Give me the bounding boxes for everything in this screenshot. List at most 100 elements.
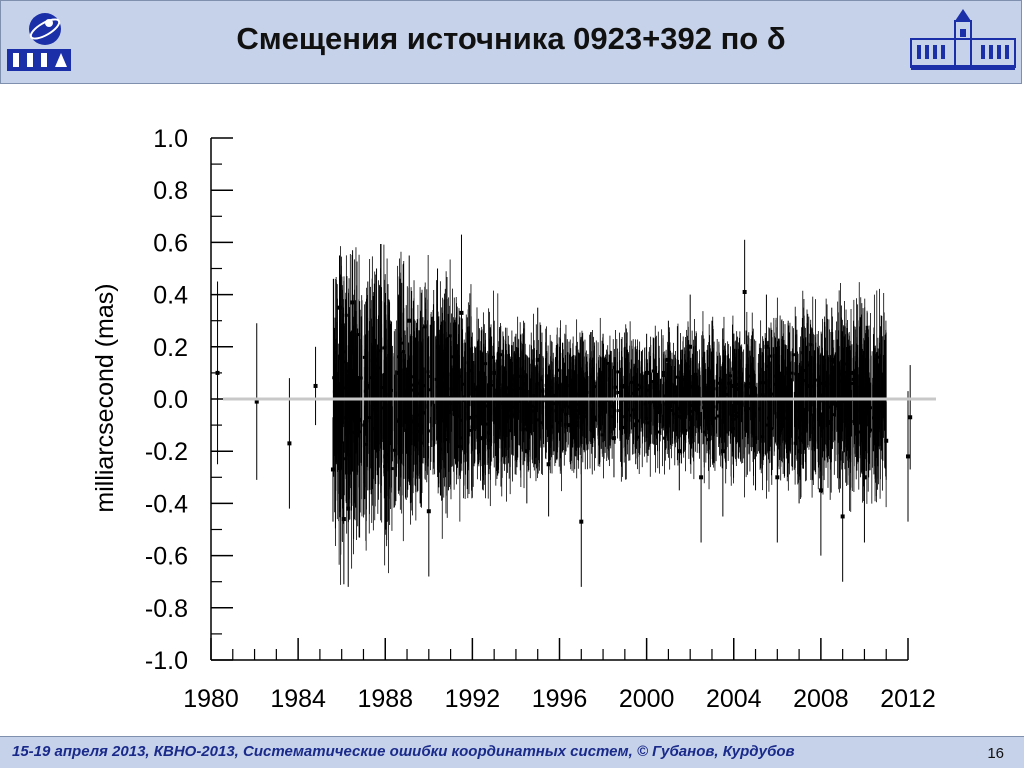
data-point (775, 475, 780, 480)
data-point (714, 416, 718, 420)
data-point (599, 373, 603, 377)
data-point (606, 361, 610, 365)
data-point (348, 348, 352, 352)
data-point (438, 447, 442, 451)
data-point (775, 360, 779, 364)
data-point (254, 399, 259, 404)
data-point (506, 411, 510, 415)
data-point (666, 357, 671, 362)
data-point (388, 403, 392, 407)
data-point (661, 370, 665, 374)
data-point (362, 355, 366, 359)
data-point (348, 428, 352, 432)
data-point (746, 407, 750, 411)
data-point (382, 346, 386, 350)
data-point (468, 369, 472, 373)
data-point (640, 385, 644, 389)
page-title: Смещения источника 0923+392 по δ (236, 21, 786, 56)
data-point (761, 435, 765, 439)
x-tick-label: 1996 (532, 685, 588, 713)
data-point (804, 422, 808, 426)
data-point (876, 422, 880, 426)
data-point (463, 399, 467, 403)
data-point (438, 356, 442, 360)
data-point (337, 305, 342, 310)
data-point (733, 373, 737, 377)
data-point (513, 383, 518, 388)
data-point (551, 394, 555, 398)
data-point (487, 438, 491, 442)
data-point (651, 380, 655, 384)
data-point (396, 370, 401, 375)
data-point (435, 344, 440, 349)
data-point (418, 423, 423, 428)
data-point (407, 318, 412, 323)
y-tick-label: 0.6 (153, 229, 188, 257)
y-tick-label: 0.8 (153, 177, 188, 205)
data-point (671, 412, 675, 416)
data-point (722, 367, 726, 371)
data-point (574, 413, 578, 417)
data-point (644, 370, 649, 375)
data-point (778, 409, 782, 413)
y-tick-label: -0.6 (145, 543, 188, 571)
x-tick-label: 2008 (793, 685, 849, 713)
data-point (880, 405, 884, 409)
data-point (878, 394, 882, 398)
data-point (415, 404, 419, 408)
data-point (578, 410, 582, 414)
data-point (356, 405, 360, 409)
data-point (611, 436, 616, 441)
data-point (478, 410, 482, 414)
data-point (637, 383, 641, 387)
data-point (485, 422, 489, 426)
y-tick-label: 0.0 (153, 386, 188, 414)
data-point (908, 415, 913, 420)
data-point (686, 364, 690, 368)
data-point (645, 417, 649, 421)
data-point (585, 407, 589, 411)
data-point (374, 357, 379, 362)
data-point (577, 384, 581, 388)
data-point (765, 364, 769, 368)
data-point (906, 454, 910, 459)
ipa-logo-icon (5, 9, 73, 78)
data-point (517, 399, 521, 403)
data-point (720, 449, 725, 454)
data-point (828, 405, 832, 409)
data-point (549, 407, 553, 411)
data-point (563, 392, 567, 396)
data-point (337, 394, 341, 398)
data-point (601, 370, 606, 375)
data-point (709, 370, 714, 375)
data-point (532, 409, 536, 413)
data-point (847, 371, 851, 375)
data-point (851, 370, 856, 375)
data-point (445, 370, 449, 374)
data-point (842, 373, 846, 377)
data-point (765, 423, 769, 427)
data-point (421, 384, 425, 388)
data-point (489, 379, 493, 383)
data-point (593, 418, 597, 422)
data-point (853, 374, 857, 378)
data-point (446, 410, 451, 415)
data-point (790, 371, 794, 375)
data-point (511, 413, 515, 417)
data-point (873, 423, 878, 428)
data-point (287, 441, 292, 446)
data-point (330, 467, 335, 472)
data-point (725, 392, 729, 396)
y-axis: 1.0 0.8 0.6 0.4 0.2 0.0 -0.2 -0.4 -0.6 -0.8 -1.0 (145, 125, 233, 675)
data-point (818, 488, 823, 493)
data-point (670, 408, 674, 412)
data-point (631, 391, 635, 395)
data-point (800, 379, 804, 383)
data-point (583, 390, 587, 394)
data-point (655, 410, 660, 415)
data-point (622, 425, 626, 429)
data-point (654, 381, 658, 385)
data-point (426, 509, 431, 514)
data-point (593, 415, 597, 419)
slide-footer: 15-19 апреля 2013, КВНО-2013, Систематич… (0, 736, 1024, 768)
